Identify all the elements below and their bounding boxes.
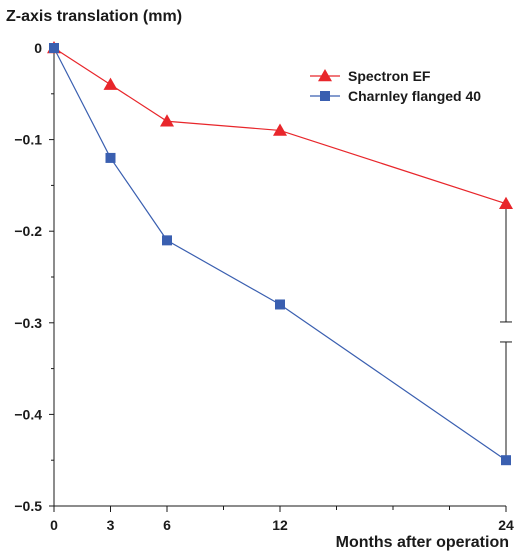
- data-point-marker: [160, 114, 174, 127]
- legend-marker: [320, 91, 330, 101]
- y-tick-label: −0.5: [14, 498, 42, 514]
- data-point-marker: [49, 43, 59, 53]
- y-tick-label: 0: [34, 40, 42, 56]
- series-line: [53, 47, 507, 461]
- legend-marker: [318, 69, 332, 82]
- legend-label: Charnley flanged 40: [348, 88, 481, 104]
- data-point-marker: [105, 152, 116, 163]
- y-tick-label: −0.2: [14, 223, 42, 239]
- y-tick-label: −0.4: [14, 406, 42, 422]
- data-point-marker: [103, 77, 118, 90]
- y-tick-label: −0.1: [14, 132, 42, 148]
- data-point-marker: [501, 455, 511, 466]
- data-point-marker: [499, 196, 513, 209]
- legend: Spectron EF Charnley flanged 40: [310, 68, 481, 104]
- x-tick-label: 6: [163, 517, 171, 533]
- x-axis-label: Months after operation: [335, 534, 509, 551]
- legend-label: Spectron EF: [348, 68, 431, 84]
- legend-item-1: Charnley flanged 40: [310, 88, 481, 104]
- y-axis-label: Z-axis translation (mm): [6, 8, 183, 25]
- data-point-marker: [162, 235, 172, 246]
- data-point-marker: [273, 123, 287, 136]
- x-tick-label: 12: [272, 517, 288, 533]
- x-tick-label: 0: [50, 517, 58, 533]
- data-point-marker: [275, 299, 285, 310]
- series-0: [47, 41, 513, 209]
- axes: 0 −0.1 −0.2 −0.3 −0.4 −0.5 0 3 6 12 24: [14, 40, 514, 533]
- series-layer: [47, 41, 513, 466]
- y-tick-label: −0.3: [14, 315, 42, 331]
- difference-bracket: [500, 203, 512, 461]
- x-tick-label: 3: [107, 517, 115, 533]
- legend-item-0: Spectron EF: [310, 68, 431, 84]
- x-tick-label: 24: [498, 517, 514, 533]
- series-1: [49, 43, 511, 466]
